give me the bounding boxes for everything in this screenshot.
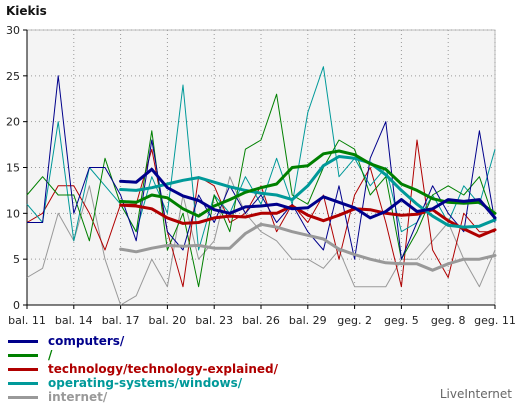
y-tick-label: 0 (13, 299, 20, 312)
series-line (26, 93, 496, 288)
series-line (27, 75, 496, 260)
legend-label: internet/ (48, 390, 108, 404)
y-tick-label: 15 (6, 162, 20, 175)
y-tick-labels: 0 5 10 15 20 25 30 (6, 24, 20, 312)
legend-label: operating-systems/windows/ (48, 376, 243, 390)
legend-swatch (8, 354, 38, 357)
x-tick-label: bal. 17 (102, 314, 140, 327)
y-tick-label: 5 (13, 253, 20, 266)
series-line (26, 176, 496, 306)
x-tick-label: bal. 26 (242, 314, 280, 327)
x-tick-label: bal. 23 (195, 314, 233, 327)
legend-label: technology/technology-explained/ (48, 362, 278, 376)
x-tick-labels: bal. 11 bal. 14 bal. 17 bal. 20 bal. 23 bal. … (8, 314, 516, 327)
legend-swatch (8, 382, 38, 385)
x-tick-label: bal. 29 (289, 314, 327, 327)
series-average-line (119, 155, 497, 229)
y-tick-label: 10 (6, 207, 20, 220)
x-tick-label: geg. 2 (337, 314, 372, 327)
axes (23, 29, 496, 309)
y-tick-label: 25 (6, 70, 20, 83)
series-line (26, 139, 495, 288)
series-average-line (119, 167, 497, 220)
y-tick-label: 30 (6, 24, 20, 37)
series-average-line (119, 222, 497, 272)
x-tick-label: bal. 20 (149, 314, 187, 327)
legend-label: / (48, 348, 53, 362)
brand-label: LiveInternet (439, 387, 512, 401)
legend-swatch (8, 340, 38, 343)
x-tick-label: bal. 14 (55, 314, 93, 327)
legend-swatch (8, 396, 38, 399)
series-average-line (119, 149, 497, 218)
x-tick-label: geg. 11 (474, 314, 516, 327)
x-tick-label: geg. 8 (431, 314, 466, 327)
moving-average-lines (119, 149, 497, 272)
legend-label: computers/ (48, 334, 125, 348)
raw-series-lines (26, 66, 496, 306)
x-tick-label: bal. 11 (8, 314, 46, 327)
legend-swatch (8, 368, 38, 371)
y-tick-label: 20 (6, 116, 20, 129)
y-axis-title: Kiekis (6, 4, 47, 18)
x-tick-label: geg. 5 (384, 314, 419, 327)
